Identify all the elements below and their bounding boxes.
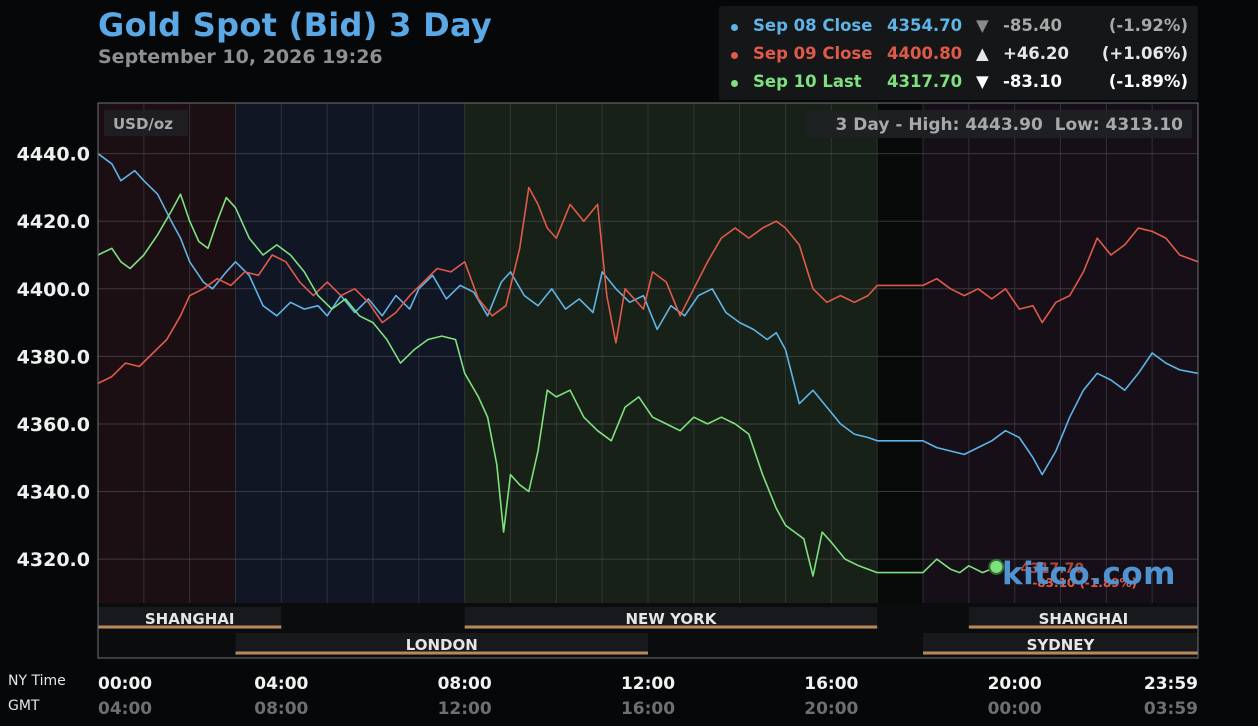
down-arrow-icon: ▼ <box>976 72 989 91</box>
legend: Sep 08 Close 4354.70 ▼ -85.40 (-1.92%) S… <box>719 6 1198 100</box>
session-band <box>98 103 236 603</box>
ny-time-caption: NY Time <box>8 673 66 689</box>
legend-value: 4354.70 <box>887 16 963 35</box>
up-arrow-icon: ▲ <box>976 44 989 63</box>
session-label: NEW YORK <box>626 610 718 628</box>
legend-change: +46.20 <box>1003 44 1070 63</box>
x-tick-ny: 23:59 <box>1143 674 1198 694</box>
gmt-caption: GMT <box>8 698 40 714</box>
y-tick-label: 4400.0 <box>17 279 90 301</box>
legend-dot-icon <box>731 24 738 31</box>
session-label: LONDON <box>406 636 478 654</box>
legend-row-sep10: Sep 10 Last 4317.70 ▼ -83.10 (-1.89%) <box>719 72 1198 96</box>
x-tick-gmt: 12:00 <box>437 699 492 719</box>
legend-value: 4317.70 <box>887 72 963 91</box>
chart-datetime: September 10, 2026 19:26 <box>98 46 383 68</box>
kitco-watermark: kitco.com <box>1002 556 1176 592</box>
session-bar <box>923 633 1198 655</box>
price-series <box>97 153 1199 577</box>
x-tick-ny: 08:00 <box>437 674 492 694</box>
x-tick-gmt: 04:00 <box>98 699 153 719</box>
y-tick-label: 4380.0 <box>17 346 90 368</box>
x-tick-ny: 20:00 <box>987 674 1042 694</box>
y-tick-label: 4420.0 <box>17 211 90 233</box>
x-tick-gmt: 08:00 <box>254 699 309 719</box>
series-line <box>97 193 997 577</box>
legend-label: Sep 10 Last <box>753 72 862 91</box>
session-label: SHANGHAI <box>145 610 235 628</box>
legend-change: -83.10 <box>1003 72 1063 91</box>
legend-dot-icon <box>731 52 738 59</box>
session-bar <box>968 607 1198 629</box>
session-bar <box>235 633 648 655</box>
units-label-box <box>104 110 188 136</box>
last-price-value: 4317.70 <box>1020 561 1084 577</box>
session-band <box>235 103 465 603</box>
legend-value: 4400.80 <box>887 44 963 63</box>
legend-percent: (-1.92%) <box>1108 16 1188 35</box>
chart-title: Gold Spot (Bid) 3 Day <box>98 6 493 44</box>
legend-row-sep09: Sep 09 Close 4400.80 ▲ +46.20 (+1.06%) <box>719 44 1198 68</box>
y-axis-ticks: 4320.0 4340.0 4360.0 4380.0 4400.0 4420.0 4440… <box>17 144 90 571</box>
x-tick-ny: 12:00 <box>620 674 676 694</box>
session-label: SHANGHAI <box>1039 610 1129 628</box>
legend-row-sep08: Sep 08 Close 4354.70 ▼ -85.40 (-1.92%) <box>719 16 1198 40</box>
series-line <box>97 153 1199 476</box>
session-bar <box>464 607 878 629</box>
y-tick-label: 4440.0 <box>17 144 90 166</box>
legend-percent: (-1.89%) <box>1108 72 1188 91</box>
series-line <box>97 186 1199 385</box>
session-label: SYDNEY <box>1027 636 1096 654</box>
legend-percent: (+1.06%) <box>1101 44 1188 63</box>
legend-change: -85.40 <box>1003 16 1063 35</box>
range-text: 3 Day - High: 4443.90 Low: 4313.10 <box>836 115 1184 135</box>
market-sessions: SHANGHAI NEW YORK SHANGHAI LONDON SYDNEY <box>98 607 1198 655</box>
last-price-change: -83.10 (-1.89%) <box>1032 576 1137 590</box>
legend-label: Sep 09 Close <box>753 44 873 63</box>
x-tick-gmt: 20:00 <box>804 699 859 719</box>
x-tick-ny: 00:00 <box>98 674 153 694</box>
x-tick-gmt: 00:00 <box>987 699 1042 719</box>
last-price-marker <box>988 558 1005 575</box>
y-tick-label: 4320.0 <box>17 549 90 571</box>
plot-frame <box>97 102 1199 659</box>
range-box <box>806 110 1192 138</box>
x-tick-gmt: 16:00 <box>620 699 676 719</box>
y-tick-label: 4360.0 <box>17 414 90 436</box>
x-tick-ny: 04:00 <box>254 674 309 694</box>
session-band <box>464 103 878 603</box>
session-band <box>877 103 923 603</box>
x-tick-ny: 16:00 <box>804 674 859 694</box>
y-tick-label: 4340.0 <box>17 482 90 504</box>
x-tick-gmt: 03:59 <box>1143 699 1198 719</box>
down-arrow-icon: ▼ <box>976 16 989 35</box>
session-bar <box>98 607 282 629</box>
units-label: USD/oz <box>113 115 173 133</box>
legend-label: Sep 08 Close <box>753 16 873 35</box>
legend-dot-icon <box>731 80 738 87</box>
